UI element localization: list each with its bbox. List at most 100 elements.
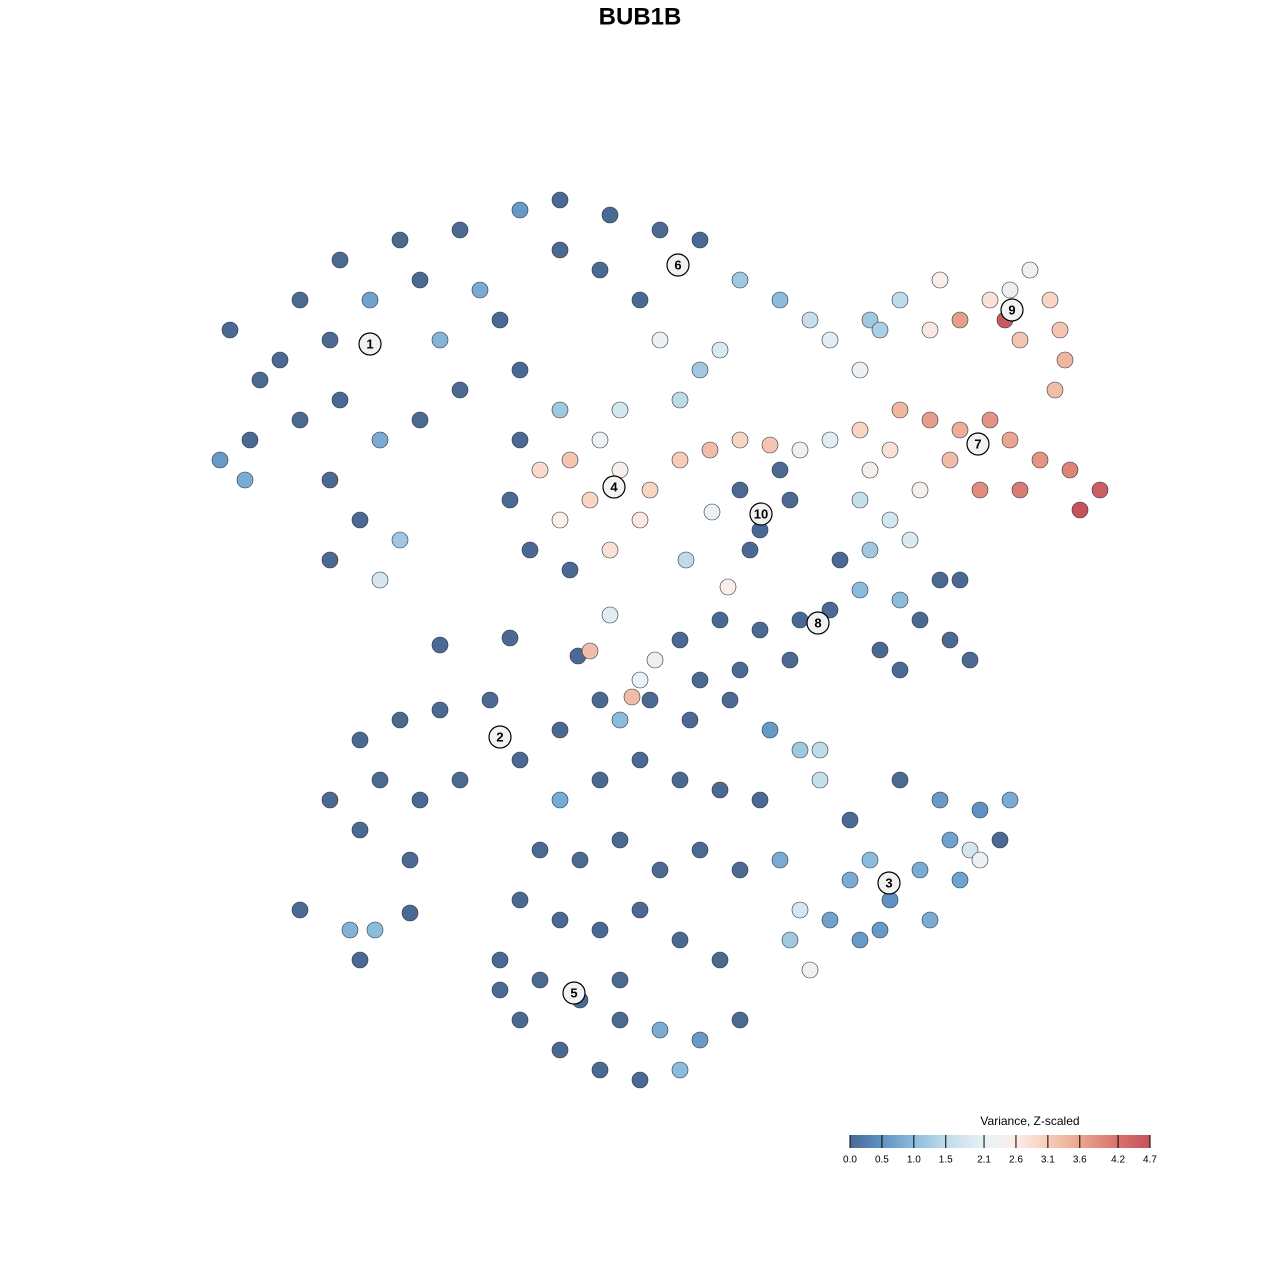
point: [651, 861, 669, 879]
point: [841, 871, 859, 889]
point: [451, 381, 469, 399]
colorbar-tick-label: 4.2: [1111, 1155, 1125, 1166]
point: [511, 431, 529, 449]
point: [691, 1031, 709, 1049]
point: [211, 451, 229, 469]
point: [631, 511, 649, 529]
point: [481, 691, 499, 709]
point: [971, 481, 989, 499]
point: [601, 541, 619, 559]
point: [761, 721, 779, 739]
point: [511, 891, 529, 909]
colorbar-tick-label: 0.0: [843, 1155, 857, 1166]
point: [591, 691, 609, 709]
point: [861, 461, 879, 479]
point: [471, 281, 489, 299]
point: [681, 711, 699, 729]
point: [351, 951, 369, 969]
point: [561, 451, 579, 469]
cluster-badge: [358, 332, 382, 356]
point: [671, 1061, 689, 1079]
point: [551, 401, 569, 419]
point: [731, 481, 749, 499]
point: [341, 921, 359, 939]
point: [611, 711, 629, 729]
point: [677, 551, 695, 569]
point: [351, 821, 369, 839]
point: [431, 636, 449, 654]
point: [891, 591, 909, 609]
cluster-label: 2: [488, 725, 512, 749]
point: [691, 361, 709, 379]
point: [691, 231, 709, 249]
point: [271, 351, 289, 369]
point: [491, 951, 509, 969]
point: [931, 571, 949, 589]
point: [731, 1011, 749, 1029]
point: [401, 904, 419, 922]
point: [531, 971, 549, 989]
point: [571, 851, 589, 869]
point: [641, 691, 659, 709]
point: [601, 206, 619, 224]
point: [611, 831, 629, 849]
point: [391, 711, 409, 729]
cluster-label-text: 10: [754, 506, 768, 521]
cluster-label-text: 3: [885, 875, 892, 890]
point: [881, 511, 899, 529]
cluster-label: 10: [749, 502, 773, 526]
point: [591, 921, 609, 939]
point: [801, 961, 819, 979]
point: [401, 851, 419, 869]
point: [411, 271, 429, 289]
point: [531, 461, 549, 479]
point: [581, 491, 599, 509]
point: [721, 691, 739, 709]
point: [1061, 461, 1079, 479]
point: [371, 571, 389, 589]
point: [501, 491, 519, 509]
point: [321, 471, 339, 489]
cluster-label: 7: [966, 432, 990, 456]
point: [703, 503, 721, 521]
point: [871, 641, 889, 659]
point: [821, 331, 839, 349]
point: [861, 311, 879, 329]
point: [951, 871, 969, 889]
point: [851, 931, 869, 949]
point: [901, 531, 919, 549]
colorbar-title: Variance, Z-scaled: [980, 1114, 1079, 1128]
point: [671, 451, 689, 469]
point: [771, 851, 789, 869]
point: [361, 291, 379, 309]
point: [391, 531, 409, 549]
point: [1011, 331, 1029, 349]
cluster-badge: [666, 253, 690, 277]
point: [951, 571, 969, 589]
point: [491, 311, 509, 329]
point: [921, 321, 939, 339]
cluster-badge: [562, 981, 586, 1005]
point: [1071, 501, 1089, 519]
point: [351, 511, 369, 529]
point: [511, 1011, 529, 1029]
point: [751, 621, 769, 639]
cluster-label: 4: [602, 475, 626, 499]
point: [1051, 321, 1069, 339]
point: [711, 951, 729, 969]
point: [781, 491, 799, 509]
point: [551, 1041, 569, 1059]
point: [431, 701, 449, 719]
colorbar-tick-label: 1.5: [939, 1155, 953, 1166]
point: [411, 791, 429, 809]
point: [551, 791, 569, 809]
point: [551, 721, 569, 739]
point: [961, 841, 979, 859]
point: [551, 241, 569, 259]
point: [851, 581, 869, 599]
point: [331, 251, 349, 269]
point: [291, 291, 309, 309]
point: [941, 451, 959, 469]
point: [851, 491, 869, 509]
